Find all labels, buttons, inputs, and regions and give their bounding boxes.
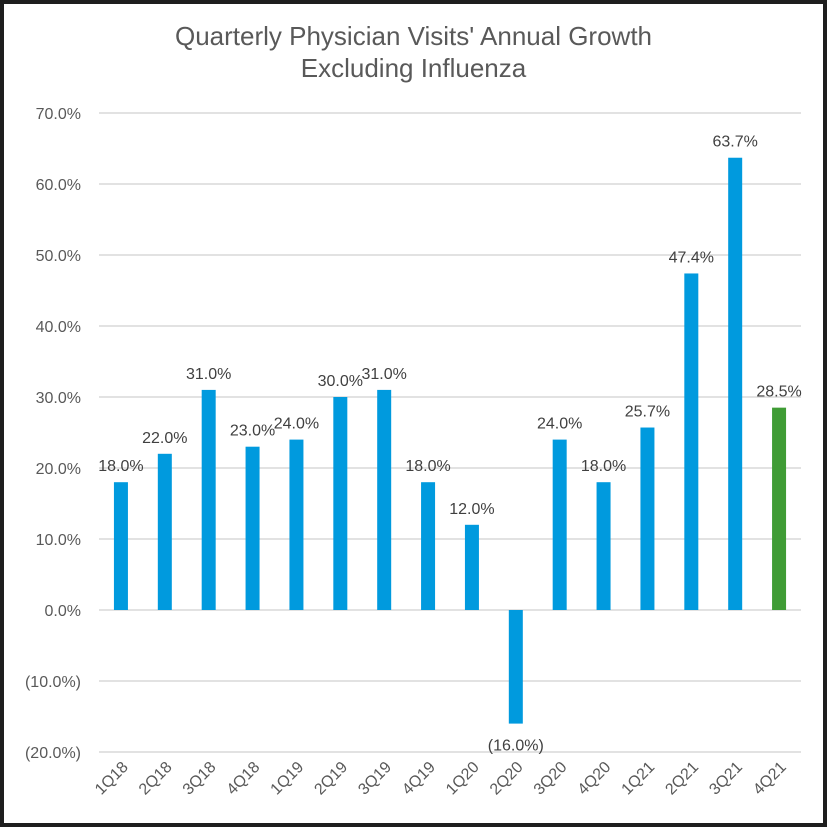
y-tick-label: 50.0% [36, 248, 81, 265]
y-tick-label: (10.0%) [25, 674, 81, 691]
y-tick-label: 0.0% [45, 603, 81, 620]
bar-4q19 [421, 482, 436, 610]
x-tick-label: 4Q21 [750, 759, 790, 799]
y-tick-label: 30.0% [36, 390, 81, 407]
chart-title-line-2: Excluding Influenza [300, 53, 527, 83]
x-tick-label: 1Q19 [268, 759, 308, 799]
bar-2q21 [684, 273, 699, 610]
bar-4q18 [245, 446, 260, 610]
data-label: 31.0% [362, 366, 407, 383]
bar-1q21 [640, 427, 655, 610]
y-tick-label: 10.0% [36, 532, 81, 549]
data-label: 28.5% [756, 384, 801, 401]
x-tick-label: 2Q18 [136, 759, 176, 799]
data-label: 63.7% [713, 134, 758, 151]
bars [113, 157, 787, 724]
x-tick-label: 1Q21 [619, 759, 659, 799]
data-label: 24.0% [537, 416, 582, 433]
x-axis-labels: 1Q18 2Q18 3Q18 4Q18 1Q19 2Q19 3Q19 4Q19 1Q20 2Q20… [92, 759, 790, 799]
x-tick-label: 4Q18 [224, 759, 264, 799]
data-label: 23.0% [230, 423, 275, 440]
y-tick-label: 70.0% [36, 106, 81, 123]
x-tick-label: 3Q19 [355, 759, 395, 799]
data-label: 22.0% [142, 430, 187, 447]
bar-1q18 [113, 482, 128, 610]
data-label: 47.4% [669, 249, 714, 266]
y-tick-label: (20.0%) [25, 745, 81, 762]
data-label: (16.0%) [488, 738, 544, 755]
gridlines [99, 112, 801, 753]
x-tick-label: 4Q19 [399, 759, 439, 799]
x-tick-label: 1Q20 [443, 759, 483, 799]
data-label: 25.7% [625, 404, 670, 421]
bar-2q18 [157, 453, 172, 610]
y-tick-label: 20.0% [36, 461, 81, 478]
bar-4q20 [596, 482, 611, 610]
x-tick-label: 2Q19 [311, 759, 351, 799]
data-label: 18.0% [98, 458, 143, 475]
chart-title-line-1: Quarterly Physician Visits' Annual Growt… [174, 21, 653, 51]
x-tick-label: 3Q21 [706, 759, 746, 799]
bar-2q19 [333, 397, 348, 610]
bar-3q18 [201, 389, 216, 610]
bar-1q19 [289, 439, 304, 610]
bar-4q21 [772, 407, 787, 610]
y-tick-label: 40.0% [36, 319, 81, 336]
y-axis-labels: 70.0% 60.0% 50.0% 40.0% 30.0% 20.0% 10.0% 0.0% (… [25, 106, 81, 762]
x-tick-label: 3Q18 [180, 759, 220, 799]
bar-2q20 [508, 610, 523, 724]
x-tick-label: 2Q21 [662, 759, 702, 799]
data-label: 12.0% [449, 501, 494, 518]
bar-3q19 [377, 389, 392, 610]
data-label: 31.0% [186, 366, 231, 383]
chart-title: Quarterly Physician Visits' Annual Growt… [0, 20, 827, 84]
bar-3q21 [728, 157, 743, 611]
data-label: 18.0% [405, 458, 450, 475]
data-label: 30.0% [318, 373, 363, 390]
data-labels: 18.0%22.0%31.0%23.0%24.0%30.0%31.0%18.0%… [98, 134, 802, 755]
y-tick-label: 60.0% [36, 177, 81, 194]
x-tick-label: 1Q18 [92, 759, 132, 799]
bar-3q20 [552, 439, 567, 610]
x-tick-label: 3Q20 [531, 759, 571, 799]
x-tick-label: 2Q20 [487, 759, 527, 799]
bar-1q20 [464, 524, 479, 610]
data-label: 18.0% [581, 458, 626, 475]
x-tick-label: 4Q20 [575, 759, 615, 799]
data-label: 24.0% [274, 416, 319, 433]
